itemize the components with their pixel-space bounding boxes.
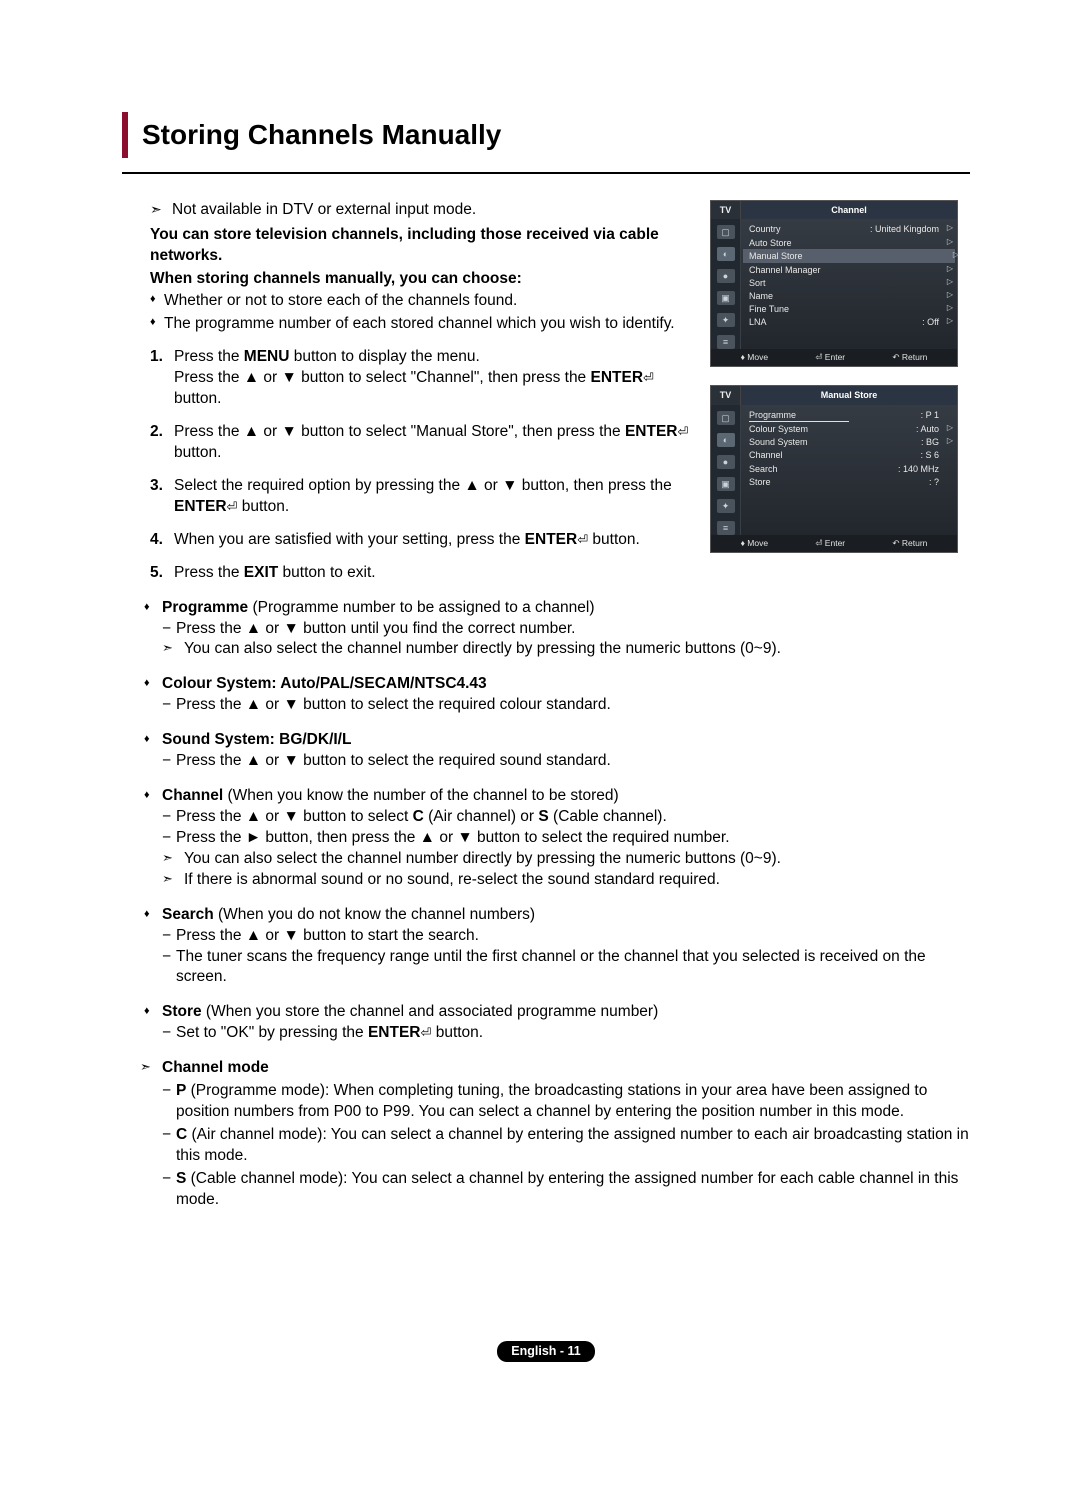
- detail-head: Programme (Programme number to be assign…: [162, 598, 970, 619]
- osd-icon: ▢: [717, 411, 735, 425]
- osd-row: Store: ?: [749, 475, 949, 488]
- intro-bullet: The programme number of each stored chan…: [150, 314, 692, 335]
- detail-sub: Press the ▲ or ▼ button until you find t…: [162, 619, 970, 640]
- osd-footer: ♦ Move ⏎ Enter ↶ Return: [711, 535, 957, 552]
- page-title-bar: Storing Channels Manually: [122, 112, 970, 158]
- detail-head: Store (When you store the channel and as…: [162, 1002, 970, 1023]
- detail-head: Colour System: Auto/PAL/SECAM/NTSC4.43: [162, 674, 970, 695]
- page-number: English - 11: [497, 1341, 594, 1362]
- instruction-column: Not available in DTV or external input m…: [122, 200, 692, 596]
- step-text: Press the MENU button to display the men…: [174, 347, 692, 410]
- detail-item: Colour System: Auto/PAL/SECAM/NTSC4.43Pr…: [122, 674, 970, 716]
- osd-move: ♦ Move: [741, 538, 768, 549]
- detail-sub: If there is abnormal sound or no sound, …: [162, 870, 970, 891]
- osd-icon: ✦: [717, 499, 735, 513]
- step-text: Press the ▲ or ▼ button to select "Manua…: [174, 422, 692, 464]
- detail-item: Channel (When you know the number of the…: [122, 786, 970, 891]
- osd-icon: ●: [717, 269, 735, 283]
- osd-tv-label: TV: [711, 386, 741, 404]
- detail-sub: Press the ► button, then press the ▲ or …: [162, 828, 970, 849]
- osd-manual-store: TV Manual Store ▢ ◐ ● ▣ ✦ ≡ Programme: P…: [710, 385, 958, 553]
- osd-title: Manual Store: [741, 386, 957, 404]
- osd-sidebar: ▢ ◐ ● ▣ ✦ ≡: [711, 405, 741, 535]
- top-note: Not available in DTV or external input m…: [150, 200, 692, 221]
- numbered-steps: 1.Press the MENU button to display the m…: [150, 347, 692, 583]
- intro-bullet: Whether or not to store each of the chan…: [150, 291, 692, 312]
- page-title: Storing Channels Manually: [142, 112, 501, 158]
- osd-enter: ⏎ Enter: [815, 352, 845, 363]
- detail-head: Channel (When you know the number of the…: [162, 786, 970, 807]
- title-accent: [122, 112, 128, 158]
- osd-icon: ▣: [717, 291, 735, 305]
- step-text: When you are satisfied with your setting…: [174, 530, 692, 551]
- osd-return: ↶ Return: [892, 538, 927, 549]
- step-number: 1.: [150, 347, 174, 410]
- osd-sidebar: ▢ ◐ ● ▣ ✦ ≡: [711, 219, 741, 349]
- osd-icon: ●: [717, 455, 735, 469]
- detail-head: Search (When you do not know the channel…: [162, 905, 970, 926]
- osd-row: Sound System: BG▷: [749, 436, 949, 449]
- detail-sub: You can also select the channel number d…: [162, 849, 970, 870]
- detail-sub: Press the ▲ or ▼ button to select the re…: [162, 695, 970, 716]
- osd-icon: ≡: [717, 521, 735, 535]
- detail-sub: Press the ▲ or ▼ button to start the sea…: [162, 926, 970, 947]
- detail-list: Programme (Programme number to be assign…: [122, 598, 970, 1045]
- channel-mode-item: S (Cable channel mode): You can select a…: [162, 1169, 970, 1211]
- osd-row: Channel Manager▷: [749, 263, 949, 276]
- osd-return: ↶ Return: [892, 352, 927, 363]
- osd-channel: TV Channel ▢ ◐ ● ▣ ✦ ≡ Country: United K…: [710, 200, 958, 368]
- osd-row: Search: 140 MHz: [749, 462, 949, 475]
- detail-item: Programme (Programme number to be assign…: [122, 598, 970, 661]
- osd-move: ♦ Move: [741, 352, 768, 363]
- osd-icon: ✦: [717, 313, 735, 327]
- osd-icon: ≡: [717, 335, 735, 349]
- osd-footer: ♦ Move ⏎ Enter ↶ Return: [711, 349, 957, 366]
- osd-row: Auto Store▷: [749, 236, 949, 249]
- step-number: 2.: [150, 422, 174, 464]
- step-number: 3.: [150, 476, 174, 518]
- channel-mode-section: Channel mode P (Programme mode): When co…: [122, 1058, 970, 1210]
- osd-icon: ▢: [717, 225, 735, 239]
- step-text: Press the EXIT button to exit.: [174, 563, 692, 584]
- osd-row: Fine Tune▷: [749, 303, 949, 316]
- osd-title: Channel: [741, 201, 957, 219]
- osd-row: Channel: S 6: [749, 449, 949, 462]
- detail-sub: Press the ▲ or ▼ button to select C (Air…: [162, 807, 970, 828]
- detail-sub: Press the ▲ or ▼ button to select the re…: [162, 751, 970, 772]
- osd-row: Name▷: [749, 290, 949, 303]
- osd-row: Sort▷: [749, 277, 949, 290]
- title-divider: [122, 172, 970, 174]
- detail-head: Sound System: BG/DK/I/L: [162, 730, 970, 751]
- page-footer: English - 11: [122, 1341, 970, 1362]
- detail-item: Sound System: BG/DK/I/LPress the ▲ or ▼ …: [122, 730, 970, 772]
- osd-icon: ▣: [717, 477, 735, 491]
- osd-row: Programme: P 1: [749, 409, 949, 423]
- osd-row: LNA: Off▷: [749, 316, 949, 329]
- channel-mode-head: Channel mode: [162, 1059, 269, 1076]
- osd-tv-label: TV: [711, 201, 741, 219]
- osd-row: Country: United Kingdom▷: [749, 223, 949, 236]
- intro-line-2: When storing channels manually, you can …: [150, 269, 692, 290]
- osd-icon: ◐: [717, 247, 735, 261]
- channel-mode-item: P (Programme mode): When completing tuni…: [162, 1081, 970, 1123]
- detail-item: Search (When you do not know the channel…: [122, 905, 970, 989]
- channel-mode-item: C (Air channel mode): You can select a c…: [162, 1125, 970, 1167]
- osd-main: Country: United Kingdom▷Auto Store▷Manua…: [741, 219, 957, 349]
- detail-sub: The tuner scans the frequency range unti…: [162, 947, 970, 989]
- step-number: 5.: [150, 563, 174, 584]
- osd-column: TV Channel ▢ ◐ ● ▣ ✦ ≡ Country: United K…: [710, 200, 970, 596]
- osd-icon: ◐: [717, 433, 735, 447]
- detail-sub: You can also select the channel number d…: [162, 639, 970, 660]
- osd-main: Programme: P 1Colour System: Auto▷Sound …: [741, 405, 957, 535]
- intro-line-1: You can store television channels, inclu…: [150, 225, 692, 267]
- osd-enter: ⏎ Enter: [815, 538, 845, 549]
- detail-sub: Set to "OK" by pressing the ENTER⏎ butto…: [162, 1023, 970, 1044]
- detail-item: Store (When you store the channel and as…: [122, 1002, 970, 1044]
- osd-row: Colour System: Auto▷: [749, 423, 949, 436]
- step-text: Select the required option by pressing t…: [174, 476, 692, 518]
- osd-row: Manual Store▷: [743, 249, 955, 263]
- step-number: 4.: [150, 530, 174, 551]
